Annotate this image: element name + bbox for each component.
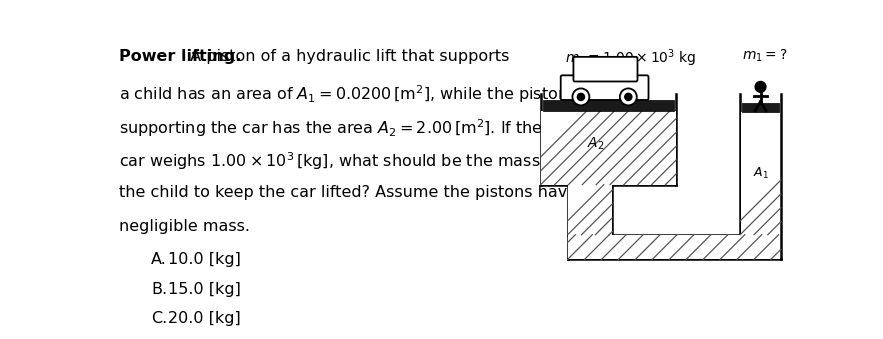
Text: car weighs $1.00 \times 10^3\,[\mathrm{kg}]$, what should be the mass of: car weighs $1.00 \times 10^3\,[\mathrm{k…	[118, 151, 562, 173]
Bar	[543, 100, 674, 111]
Circle shape	[625, 93, 632, 100]
Circle shape	[620, 88, 637, 105]
Text: $m_1 =?$: $m_1 =?$	[743, 47, 788, 64]
Bar	[541, 111, 675, 185]
Text: A.: A.	[151, 253, 167, 267]
Circle shape	[577, 93, 585, 100]
Bar	[741, 112, 781, 235]
Text: negligible mass.: negligible mass.	[118, 219, 250, 234]
Bar	[742, 103, 780, 112]
Bar	[569, 235, 781, 259]
Circle shape	[572, 88, 589, 105]
Text: the child to keep the car lifted? Assume the pistons have: the child to keep the car lifted? Assume…	[118, 185, 577, 200]
Text: Power lifting.: Power lifting.	[118, 49, 241, 64]
Bar	[569, 185, 612, 235]
Circle shape	[755, 81, 766, 92]
Text: $m_2 = 1.00 \times 10^3$ kg: $m_2 = 1.00 \times 10^3$ kg	[565, 47, 697, 69]
Text: A piston of a hydraulic lift that supports: A piston of a hydraulic lift that suppor…	[185, 49, 509, 64]
Text: 15.0 [kg]: 15.0 [kg]	[168, 282, 241, 297]
Text: 20.0 [kg]: 20.0 [kg]	[168, 311, 241, 326]
Text: 10.0 [kg]: 10.0 [kg]	[168, 253, 241, 267]
Text: C.: C.	[151, 311, 168, 326]
FancyBboxPatch shape	[561, 75, 648, 100]
Text: supporting the car has the area $A_2 = 2.00\,[\mathrm{m}^2]$. If the: supporting the car has the area $A_2 = 2…	[118, 117, 543, 139]
Text: B.: B.	[151, 282, 167, 297]
Text: $A_2$: $A_2$	[587, 136, 604, 152]
Text: a child has an area of $A_1 = 0.0200\,[\mathrm{m}^2]$, while the piston: a child has an area of $A_1 = 0.0200\,[\…	[118, 83, 568, 105]
Text: $A_1$: $A_1$	[752, 166, 768, 181]
FancyBboxPatch shape	[573, 57, 638, 81]
